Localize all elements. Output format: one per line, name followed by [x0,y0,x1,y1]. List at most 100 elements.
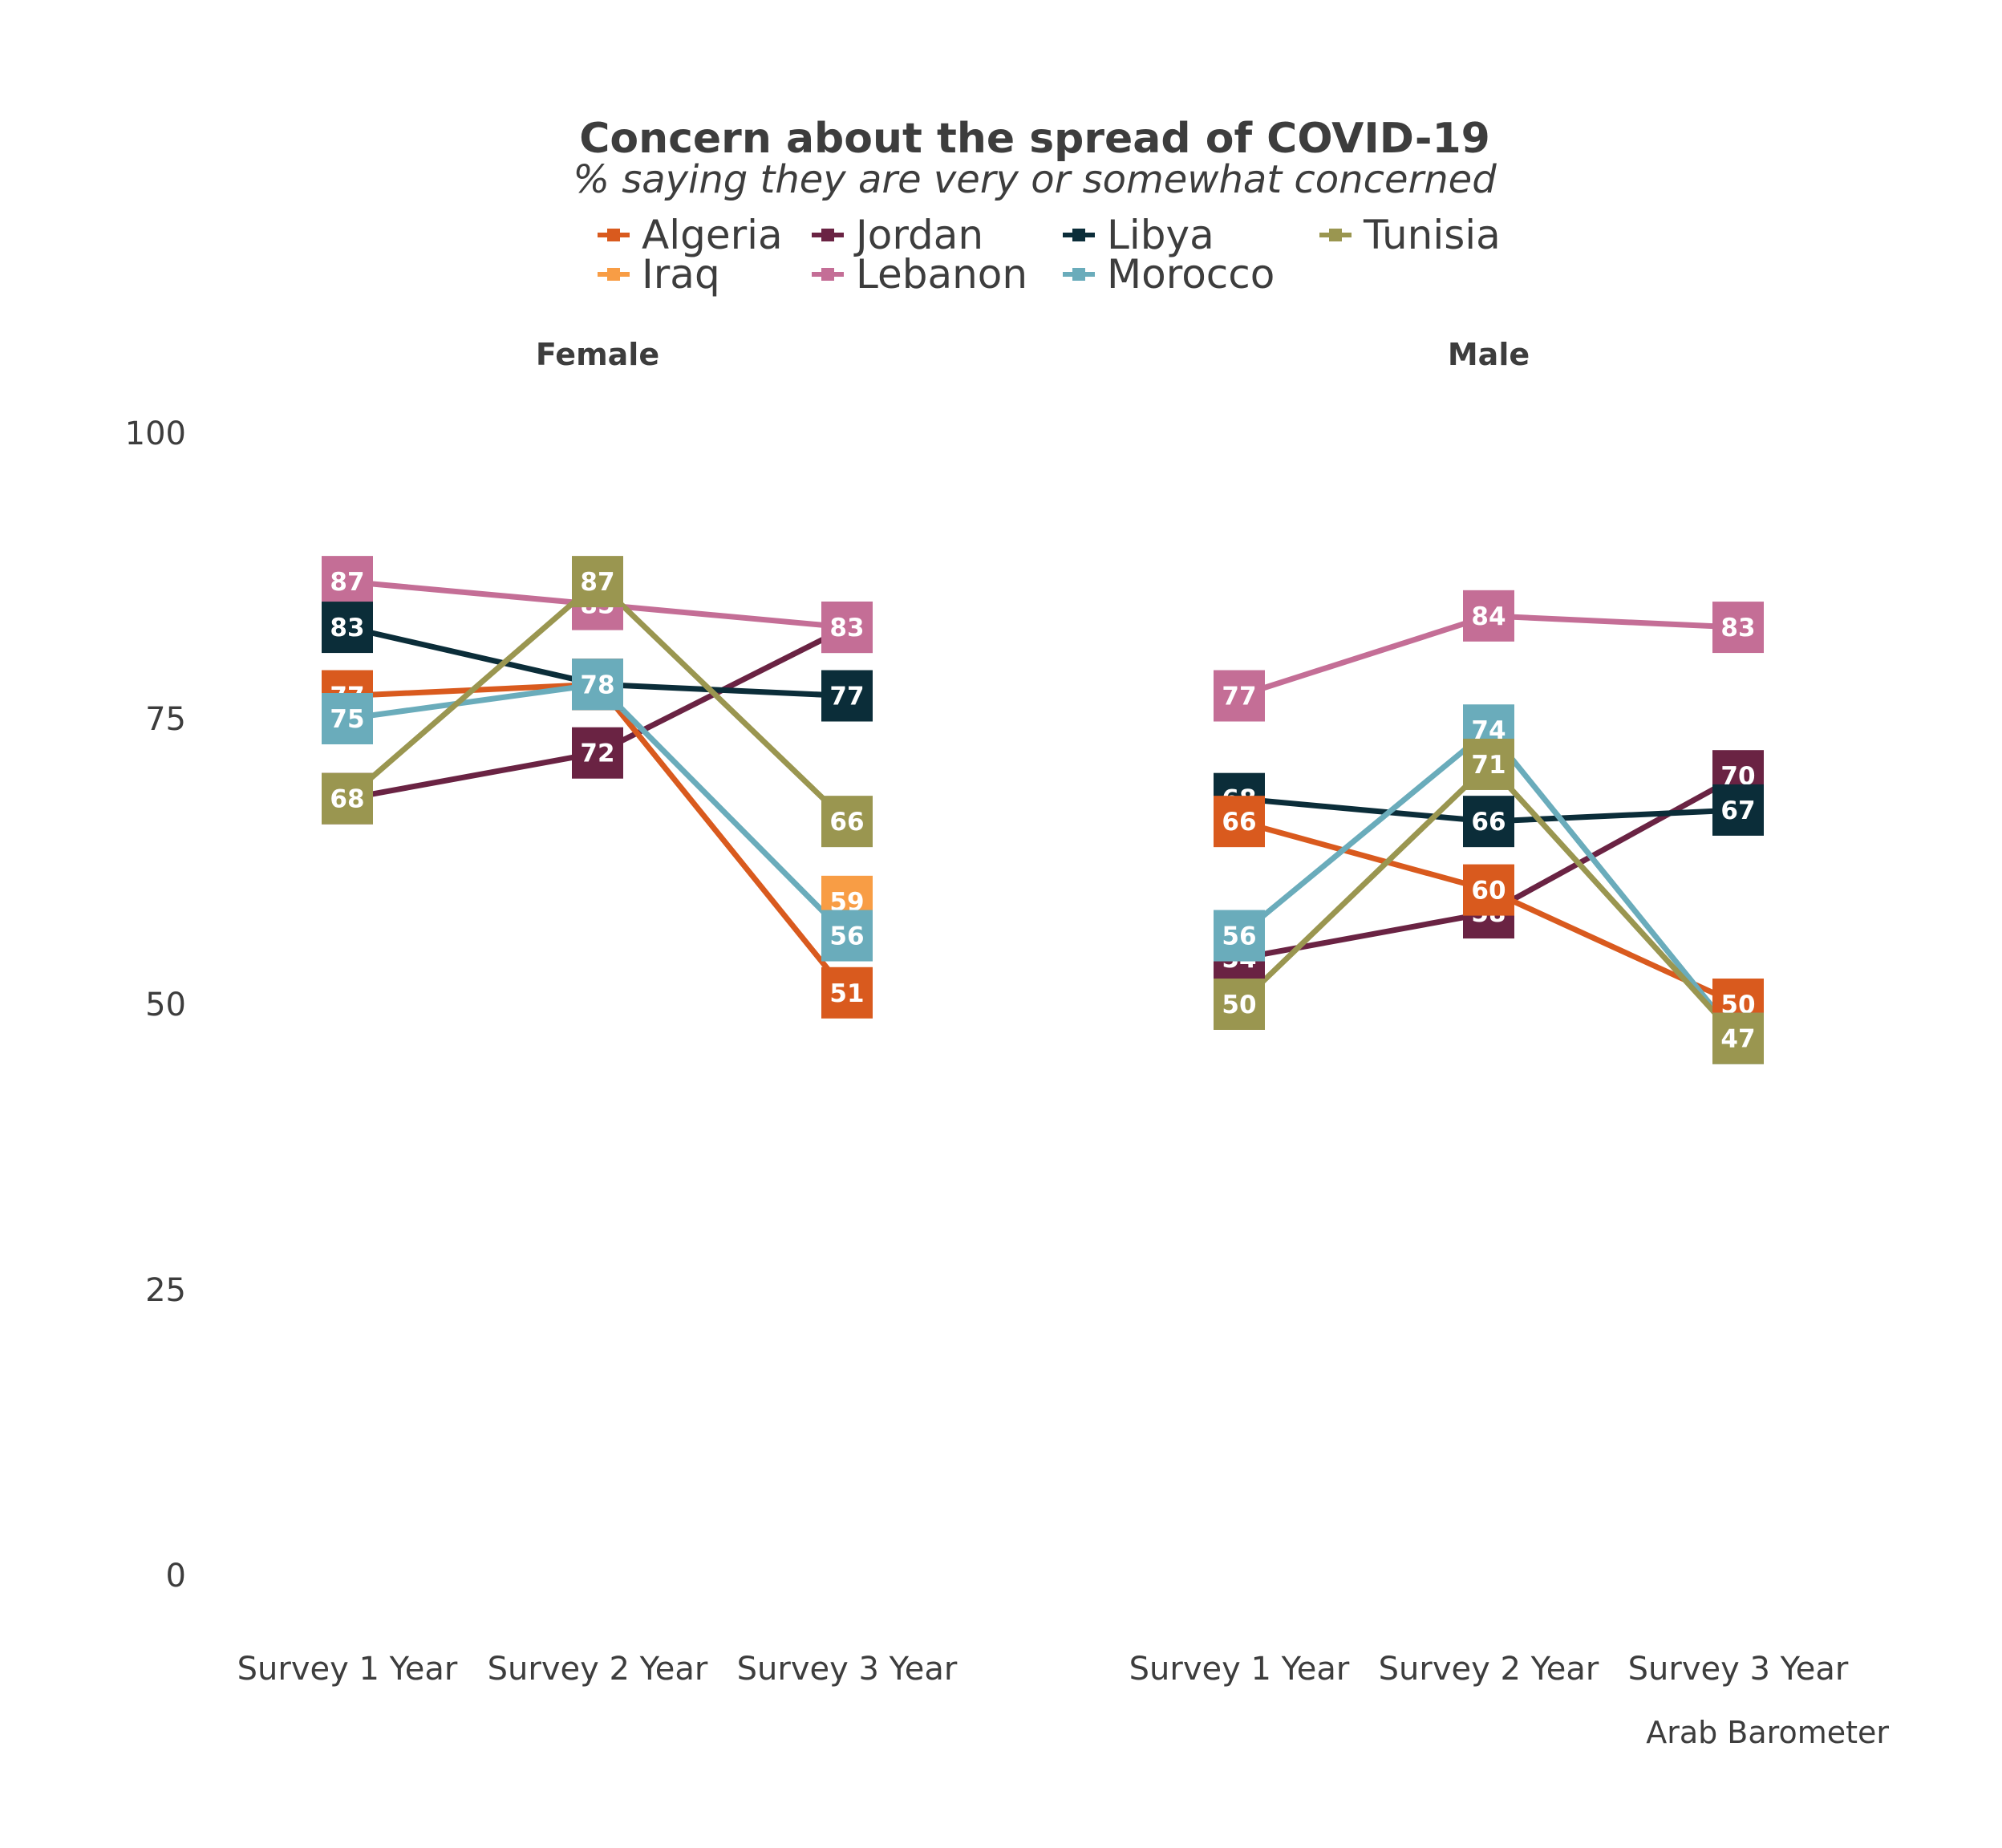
point-jordan: 72 [572,727,623,779]
y-axis: 0 25 50 75 100 [125,415,186,1595]
legend-label: Algeria [642,212,783,258]
point-morocco: 75 [322,693,373,744]
point-libya: 67 [1712,784,1764,836]
data-label: 56 [829,922,864,951]
legend-item-lebanon: Lebanon [812,251,1027,298]
data-label: 50 [1222,991,1256,1019]
x-tick-label: Survey 3 Year [737,1651,958,1688]
y-tick-label: 50 [145,987,186,1023]
point-marker [322,556,373,608]
data-label: 75 [330,705,364,734]
data-label: 66 [1471,808,1506,837]
legend-key-marker [1072,229,1085,241]
facet-female: Female Survey 1 Year Survey 2 Year Survey 3… [237,337,958,1688]
point-tunisia: 50 [1214,979,1265,1030]
facet-male: Male Survey 1 Year Survey 2 Year Survey 3 Y… [1129,337,1849,1688]
point-marker [322,772,373,825]
point-marker [1214,670,1265,722]
data-label: 83 [330,614,364,642]
data-label: 67 [1720,796,1755,825]
legend-item-tunisia: Tunisia [1319,212,1501,258]
point-tunisia: 87 [572,556,623,608]
data-label: 84 [1471,602,1506,631]
data-label: 83 [1720,614,1755,642]
point-marker [1463,738,1514,790]
point-marker [572,659,623,711]
data-label: 47 [1720,1025,1755,1054]
point-marker [1214,910,1265,962]
legend-label: Jordan [853,212,983,258]
y-tick-label: 25 [145,1272,186,1309]
point-marker [572,556,623,608]
facet-title: Female [536,337,659,372]
x-tick-label: Survey 3 Year [1628,1651,1849,1688]
legend-label: Iraq [642,251,720,298]
point-marker [1214,796,1265,848]
point-marker [1712,1012,1764,1064]
x-tick-label: Survey 2 Year [1379,1651,1599,1688]
point-lebanon: 83 [821,602,873,654]
point-marker [1463,796,1514,848]
point-morocco: 78 [572,659,623,711]
x-tick-label: Survey 1 Year [237,1651,458,1688]
legend-key-marker [607,229,620,241]
data-label: 66 [829,808,864,837]
point-marker [821,967,873,1019]
data-label: 77 [829,683,864,711]
legend-key-marker [821,268,834,281]
point-algeria: 51 [821,967,873,1019]
data-label: 71 [1471,751,1506,780]
legend-label: Tunisia [1363,212,1501,258]
point-tunisia: 66 [821,796,873,848]
point-morocco: 56 [1214,910,1265,962]
legend-item-morocco: Morocco [1063,251,1275,298]
data-label: 87 [580,568,614,597]
facet-title: Male [1448,337,1530,372]
data-label: 72 [580,740,614,768]
data-label: 77 [1222,683,1256,711]
point-tunisia: 47 [1712,1012,1764,1064]
legend-label: Morocco [1107,251,1275,298]
point-marker [1214,979,1265,1030]
chart-title: Concern about the spread of COVID-19 [579,115,1490,163]
x-tick-label: Survey 1 Year [1129,1651,1350,1688]
legend-key-marker [821,229,834,241]
point-morocco: 56 [821,910,873,962]
data-label: 56 [1222,922,1256,951]
point-marker [1712,602,1764,654]
data-label: 78 [580,671,614,699]
legend-item-iraq: Iraq [598,251,720,298]
point-marker [821,670,873,722]
legend-item-jordan: Jordan [812,212,983,258]
data-label: 87 [330,568,364,597]
point-libya: 77 [821,670,873,722]
facet-panels: Female Survey 1 Year Survey 2 Year Survey 3… [237,337,1849,1688]
x-tick-label: Survey 2 Year [488,1651,708,1688]
point-marker [1463,590,1514,642]
point-lebanon: 83 [1712,602,1764,654]
point-algeria: 66 [1214,796,1265,848]
data-label: 68 [330,785,364,814]
point-marker [821,602,873,654]
point-lebanon: 84 [1463,590,1514,642]
point-lebanon: 77 [1214,670,1265,722]
y-tick-label: 0 [166,1558,186,1595]
chart-subtitle: % saying they are very or somewhat conce… [573,157,1497,202]
legend-key-marker [1072,268,1085,281]
point-algeria: 60 [1463,864,1514,916]
point-marker [572,727,623,779]
legend-key-marker [1329,229,1342,241]
y-tick-label: 100 [125,415,186,452]
data-label: 83 [829,614,864,642]
point-marker [1712,784,1764,836]
point-marker [821,910,873,962]
point-tunisia: 68 [322,772,373,825]
legend-label: Lebanon [856,251,1027,298]
point-marker [1463,864,1514,916]
chart-caption: Arab Barometer [1646,1715,1889,1750]
point-lebanon: 87 [322,556,373,608]
data-label: 60 [1471,877,1506,906]
y-tick-label: 75 [145,701,186,738]
legend-key-marker [607,268,620,281]
